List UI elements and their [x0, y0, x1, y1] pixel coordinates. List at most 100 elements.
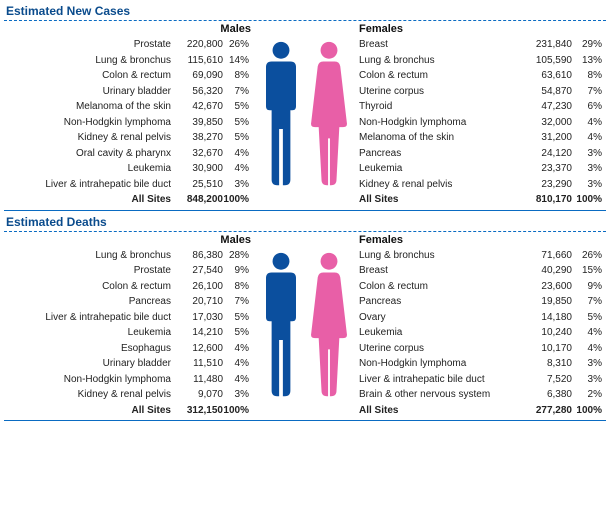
site-label: Ovary	[353, 310, 526, 326]
count: 220,800	[177, 37, 223, 53]
site-label: Melanoma of the skin	[353, 130, 526, 146]
percent: 7%	[223, 294, 257, 310]
percent: 4%	[223, 372, 257, 388]
table-row: All Sites810,170100%	[353, 192, 606, 208]
table-row: All Sites848,200100%	[4, 192, 257, 208]
site-label: Colon & rectum	[353, 68, 526, 84]
section-title: Estimated New Cases	[0, 0, 610, 20]
count: 24,120	[526, 146, 572, 162]
site-label: Kidney & renal pelvis	[353, 177, 526, 193]
site-label: Pancreas	[353, 294, 526, 310]
table-row: Pancreas19,8507%	[353, 294, 606, 310]
percent: 3%	[223, 387, 257, 403]
table-row: Leukemia14,2105%	[4, 325, 257, 341]
table-row: Kidney & renal pelvis9,0703%	[4, 387, 257, 403]
table-row: Uterine corpus10,1704%	[353, 341, 606, 357]
count: 11,480	[177, 372, 223, 388]
count: 56,320	[177, 84, 223, 100]
percent: 5%	[223, 325, 257, 341]
table-row: Breast40,29015%	[353, 263, 606, 279]
table-row: Non-Hodgkin lymphoma11,4804%	[4, 372, 257, 388]
males-header: Males	[4, 234, 257, 246]
site-label: Kidney & renal pelvis	[4, 130, 177, 146]
count: 38,270	[177, 130, 223, 146]
count: 20,710	[177, 294, 223, 310]
section-panel: MalesLung & bronchus86,38028%Prostate27,…	[0, 232, 610, 421]
table-row: Colon & rectum23,6009%	[353, 279, 606, 295]
percent: 13%	[572, 53, 606, 69]
females-column: Females Breast231,84029%Lung & bronchus 10…	[353, 23, 606, 208]
site-label: Urinary bladder	[4, 356, 177, 372]
percent: 7%	[572, 294, 606, 310]
section-panel: MalesProstate220,80026%Lung & bronchus11…	[0, 21, 610, 210]
divider-solid	[4, 420, 606, 421]
table-row: All Sites312,150100%	[4, 403, 257, 419]
count: 23,290	[526, 177, 572, 193]
table-row: Oral cavity & pharynx32,6704%	[4, 146, 257, 162]
percent: 100%	[223, 403, 257, 419]
table-row: Non-Hodgkin lymphoma39,8505%	[4, 115, 257, 131]
percent: 8%	[223, 279, 257, 295]
count: 14,180	[526, 310, 572, 326]
site-label: Leukemia	[4, 325, 177, 341]
count: 42,670	[177, 99, 223, 115]
table-row: All Sites277,280100%	[353, 403, 606, 419]
count: 7,520	[526, 372, 572, 388]
percent: 100%	[572, 192, 606, 208]
count: 10,240	[526, 325, 572, 341]
site-label: Breast	[353, 37, 526, 53]
table-row: Lung & bronchus115,61014%	[4, 53, 257, 69]
table-row: Urinary bladder11,5104%	[4, 356, 257, 372]
count: 39,850	[177, 115, 223, 131]
percent: 4%	[223, 146, 257, 162]
males-column: MalesProstate220,80026%Lung & bronchus11…	[4, 23, 257, 208]
table-row: Prostate220,80026%	[4, 37, 257, 53]
percent: 7%	[223, 84, 257, 100]
site-label: Non-Hodgkin lymphoma	[4, 372, 177, 388]
percent: 3%	[572, 146, 606, 162]
site-label: Non-Hodgkin lymphoma	[353, 356, 526, 372]
site-label: Liver & intrahepatic bile duct	[4, 310, 177, 326]
percent: 4%	[572, 115, 606, 131]
percent: 4%	[572, 130, 606, 146]
percent: 5%	[223, 310, 257, 326]
females-header: Females	[353, 23, 606, 35]
site-label: Non-Hodgkin lymphoma	[4, 115, 177, 131]
table-row: Liver & intrahepatic bile duct7,5203%	[353, 372, 606, 388]
site-label: Melanoma of the skin	[4, 99, 177, 115]
table-row: Kidney & renal pelvis23,2903%	[353, 177, 606, 193]
site-label: Breast	[353, 263, 526, 279]
site-label: Colon & rectum	[353, 279, 526, 295]
percent: 5%	[223, 115, 257, 131]
site-label: Colon & rectum	[4, 68, 177, 84]
site-label: Esophagus	[4, 341, 177, 357]
percent: 26%	[572, 248, 606, 264]
percent: 5%	[572, 310, 606, 326]
table-row: Leukemia30,9004%	[4, 161, 257, 177]
percent: 5%	[223, 130, 257, 146]
site-label: Lung & bronchus	[353, 53, 526, 69]
count: 32,670	[177, 146, 223, 162]
count: 14,210	[177, 325, 223, 341]
count: 26,100	[177, 279, 223, 295]
percent: 4%	[223, 356, 257, 372]
table-row: Breast231,84029%	[353, 37, 606, 53]
site-label: Prostate	[4, 37, 177, 53]
percent: 15%	[572, 263, 606, 279]
site-label: Pancreas	[4, 294, 177, 310]
site-label: Oral cavity & pharynx	[4, 146, 177, 162]
count: 9,070	[177, 387, 223, 403]
count: 6,380	[526, 387, 572, 403]
table-row: Non-Hodgkin lymphoma8,3103%	[353, 356, 606, 372]
percent: 9%	[572, 279, 606, 295]
site-label: Leukemia	[353, 325, 526, 341]
site-label: All Sites	[353, 403, 526, 419]
site-label: Liver & intrahepatic bile duct	[4, 177, 177, 193]
percent: 4%	[572, 341, 606, 357]
table-row: Uterine corpus54,8707%	[353, 84, 606, 100]
count: 810,170	[526, 192, 572, 208]
site-label: Prostate	[4, 263, 177, 279]
percent: 29%	[572, 37, 606, 53]
count: 12,600	[177, 341, 223, 357]
table-row: Liver & intrahepatic bile duct25,5103%	[4, 177, 257, 193]
